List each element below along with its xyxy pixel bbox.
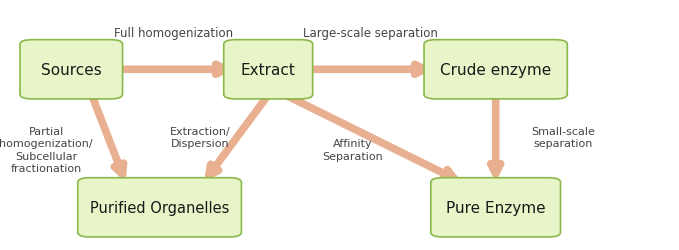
Text: Extract: Extract — [241, 62, 295, 78]
Text: Pure Enzyme: Pure Enzyme — [446, 200, 545, 215]
Text: Crude enzyme: Crude enzyme — [440, 62, 551, 78]
Text: Small-scale
separation: Small-scale separation — [532, 126, 595, 149]
Text: Extraction/
Dispersion: Extraction/ Dispersion — [170, 126, 231, 149]
FancyBboxPatch shape — [224, 40, 312, 100]
FancyBboxPatch shape — [424, 40, 567, 100]
Text: Large-scale separation: Large-scale separation — [303, 27, 437, 40]
Text: Full homogenization: Full homogenization — [113, 27, 233, 40]
Text: Purified Organelles: Purified Organelles — [90, 200, 230, 215]
FancyBboxPatch shape — [20, 40, 122, 100]
FancyBboxPatch shape — [77, 178, 242, 237]
Text: Sources: Sources — [41, 62, 102, 78]
FancyBboxPatch shape — [430, 178, 560, 237]
Text: Partial
homogenization/
Subcellular
fractionation: Partial homogenization/ Subcellular frac… — [0, 126, 93, 174]
Text: Affinity
Separation: Affinity Separation — [323, 139, 384, 161]
